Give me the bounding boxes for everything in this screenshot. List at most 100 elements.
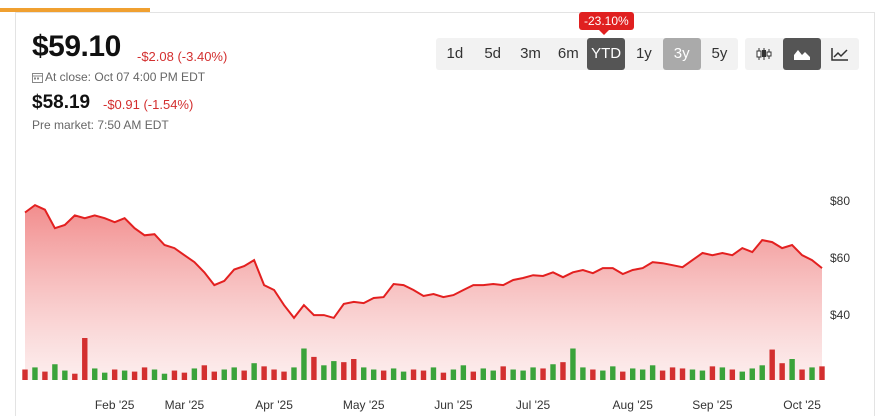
volume-bar	[131, 371, 138, 380]
area-icon	[794, 50, 810, 60]
pre-time: Pre market: 7:50 AM EDT	[32, 118, 169, 132]
volume-bar	[92, 368, 98, 380]
x-tick-label: Sep '25	[692, 398, 733, 412]
price: $59.10	[32, 30, 121, 63]
volume-bar	[440, 372, 447, 380]
volume-bar	[341, 362, 347, 380]
y-tick-label: $60	[830, 251, 850, 265]
volume-bar	[809, 367, 815, 380]
range-buttons: 1d 5d 3m 6m YTD 1y 3y 5y	[436, 38, 739, 70]
volume-bar	[351, 359, 357, 380]
volume-bar	[121, 370, 128, 380]
volume-bar	[301, 348, 307, 380]
volume-bar	[510, 369, 516, 380]
volume-bar	[311, 356, 317, 380]
volume-bar	[400, 371, 407, 380]
x-tick-label: Feb '25	[95, 398, 135, 412]
volume-bar	[470, 371, 477, 380]
volume-bar	[321, 365, 327, 380]
volume-bar	[480, 368, 486, 380]
range-button[interactable]: 1d	[446, 45, 464, 62]
price-area	[25, 205, 822, 380]
volume-bar	[530, 367, 536, 380]
volume-bar	[291, 367, 297, 380]
volume-bar	[161, 373, 168, 380]
volume-bar	[181, 372, 188, 380]
volume-bar	[699, 370, 706, 380]
volume-bar	[201, 365, 208, 380]
x-tick-label: Jul '25	[516, 398, 551, 412]
y-tick-label: $80	[830, 194, 850, 208]
volume-bar	[111, 369, 118, 380]
volume-bar	[460, 365, 467, 380]
pre-change: -$0.91 (-1.54%)	[103, 97, 194, 112]
volume-bar	[231, 367, 237, 380]
volume-bar	[779, 363, 785, 380]
progress-bar	[0, 8, 150, 12]
area-button[interactable]	[783, 38, 821, 70]
volume-bar	[659, 370, 666, 380]
volume-bar	[739, 371, 746, 380]
volume-bar	[600, 370, 606, 380]
volume-bar	[380, 370, 387, 380]
volume-bar	[639, 369, 646, 380]
price-line	[24, 203, 823, 320]
volume-bar	[789, 359, 795, 380]
volume-bar	[590, 369, 596, 380]
volume-bar	[570, 348, 576, 380]
volume-bar	[490, 370, 496, 380]
range-button[interactable]: 1y	[635, 45, 652, 62]
volume-bar	[769, 349, 775, 380]
calendar-icon	[32, 72, 43, 83]
volume-bar	[799, 369, 805, 380]
volume-bar	[709, 366, 716, 380]
volume-bar	[211, 371, 217, 380]
volume-bar	[361, 367, 367, 380]
range-button[interactable]: YTD	[587, 38, 625, 70]
volume-bar	[580, 367, 586, 380]
volume-bar	[82, 338, 88, 380]
volume-bar	[679, 368, 686, 380]
volume-bar	[390, 368, 397, 380]
candle-icon	[756, 48, 772, 60]
range-button[interactable]: 5y	[711, 45, 728, 62]
volume-bar	[52, 364, 58, 380]
volume-bar	[669, 367, 676, 380]
volume-bar	[251, 363, 257, 380]
volume-bar	[550, 364, 556, 380]
volume-bar	[241, 370, 247, 380]
candle-button[interactable]	[745, 38, 783, 70]
volume-bar	[610, 366, 616, 380]
volume-bar	[151, 369, 158, 380]
volume-bar	[72, 373, 78, 380]
volume-bar	[410, 369, 417, 380]
y-tick-label: $40	[830, 308, 850, 322]
range-button[interactable]: 3y	[662, 38, 701, 70]
volume-bar	[729, 369, 736, 380]
volume-bar	[500, 366, 506, 380]
volume-bar	[370, 369, 377, 380]
price-change: -$2.08 (-3.40%)	[137, 49, 228, 64]
volume-bar	[42, 371, 48, 380]
volume-bar	[420, 370, 427, 380]
chart-type-buttons	[745, 38, 859, 70]
volume-bar	[22, 369, 28, 380]
volume-bar	[540, 368, 546, 380]
volume-bar	[630, 368, 636, 380]
volume-bar	[101, 372, 108, 380]
line-icon	[831, 48, 848, 61]
range-button[interactable]: 5d	[484, 45, 502, 62]
volume-bar	[430, 367, 437, 380]
line-button[interactable]	[821, 38, 859, 70]
x-tick-label: Oct '25	[783, 398, 821, 412]
volume-bar	[560, 362, 566, 380]
range-button[interactable]: 6m	[557, 45, 579, 62]
volume-bar	[281, 371, 287, 380]
close-time: At close: Oct 07 4:00 PM EDT	[45, 70, 206, 84]
volume-bar	[689, 369, 696, 380]
range-button[interactable]: 3m	[520, 45, 541, 62]
x-tick-label: Apr '25	[255, 398, 293, 412]
volume-bar	[819, 366, 825, 380]
